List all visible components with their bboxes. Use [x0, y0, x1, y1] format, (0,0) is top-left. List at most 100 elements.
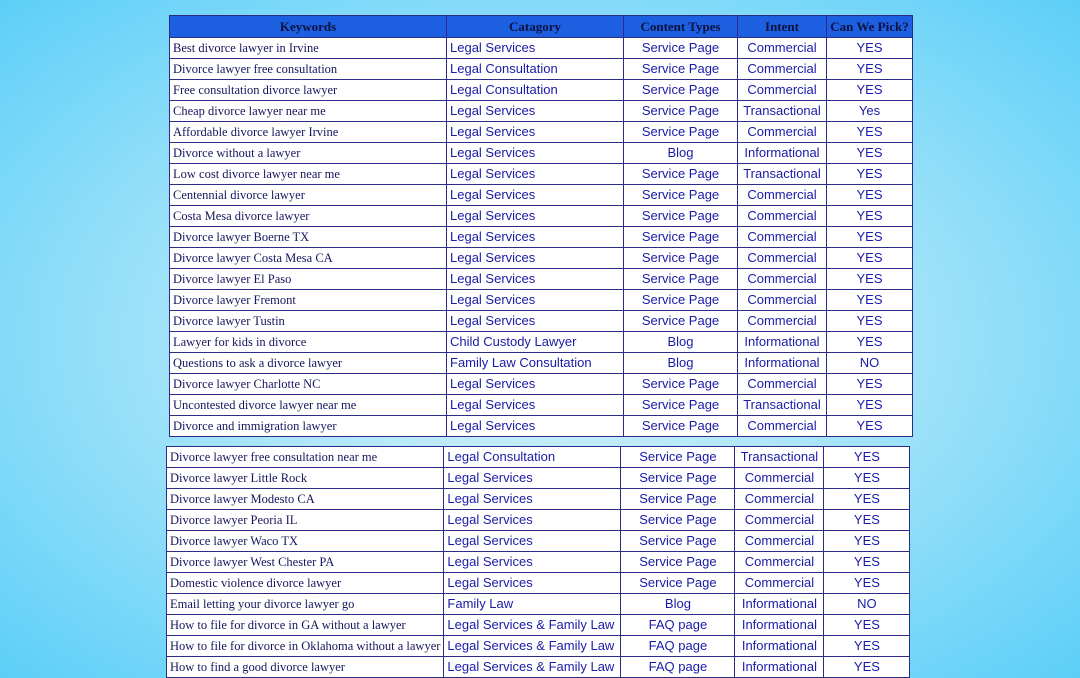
intent-cell: Commercial: [737, 226, 827, 248]
pick-cell: YES: [823, 656, 911, 678]
content-type-cell: Service Page: [623, 415, 738, 437]
category-cell: Legal Services: [446, 37, 624, 59]
intent-cell: Commercial: [737, 268, 827, 290]
category-cell: Legal Services: [443, 488, 622, 510]
table-row: Domestic violence divorce lawyer Legal Se…: [165, 572, 911, 594]
intent-cell: Commercial: [737, 373, 827, 395]
content-type-cell: Service Page: [623, 394, 738, 416]
table-row: Lawyer for kids in divorce Child Custody …: [169, 331, 913, 353]
intent-cell: Commercial: [734, 488, 825, 510]
content-type-cell: Service Page: [623, 205, 738, 227]
keyword-table: Keywords Catagory Content Types Intent C…: [169, 15, 913, 437]
keyword-cell: Free consultation divorce lawyer: [169, 79, 447, 101]
category-cell: Child Custody Lawyer: [446, 331, 624, 353]
content-type-cell: Service Page: [623, 373, 738, 395]
category-cell: Legal Services & Family Law: [443, 635, 622, 657]
pick-cell: YES: [826, 331, 913, 353]
table-row: Best divorce lawyer in Irvine Legal Servi…: [169, 37, 913, 59]
keyword-cell: How to find a good divorce lawyer: [165, 656, 445, 678]
category-cell: Legal Services: [446, 142, 624, 164]
header-cell: Catagory: [446, 15, 624, 38]
category-cell: Legal Services & Family Law: [443, 656, 622, 678]
table-row: Divorce lawyer Fremont Legal Services Serv…: [169, 289, 913, 311]
table-row: Uncontested divorce lawyer near me Legal …: [169, 394, 913, 416]
category-cell: Legal Services: [446, 163, 624, 185]
table-row: Divorce lawyer free consultation Legal Co…: [169, 58, 913, 80]
table-row: How to file for divorce in Oklahoma with…: [165, 635, 911, 657]
pick-cell: YES: [826, 373, 913, 395]
pick-cell: YES: [823, 635, 911, 657]
keyword-cell: Uncontested divorce lawyer near me: [169, 394, 447, 416]
intent-cell: Informational: [734, 593, 825, 615]
pick-cell: YES: [826, 142, 913, 164]
content-type-cell: Service Page: [620, 530, 736, 552]
intent-cell: Transactional: [737, 100, 827, 122]
keyword-cell: Divorce lawyer El Paso: [169, 268, 447, 290]
keyword-cell: Best divorce lawyer in Irvine: [169, 37, 447, 59]
intent-cell: Commercial: [737, 310, 827, 332]
intent-cell: Commercial: [737, 121, 827, 143]
category-cell: Legal Services: [443, 509, 622, 531]
keyword-cell: Divorce lawyer free consultation: [169, 58, 447, 80]
keyword-cell: Centennial divorce lawyer: [169, 184, 447, 206]
pick-cell: YES: [823, 551, 911, 573]
pick-cell: YES: [826, 394, 913, 416]
table-row: Divorce lawyer El Paso Legal Services Serv…: [169, 268, 913, 290]
intent-cell: Informational: [734, 614, 825, 636]
pick-cell: YES: [823, 467, 911, 489]
content-type-cell: FAQ page: [620, 656, 736, 678]
intent-cell: Commercial: [737, 37, 827, 59]
table-row: Free consultation divorce lawyer Legal Co…: [169, 79, 913, 101]
keyword-cell: Divorce lawyer Tustin: [169, 310, 447, 332]
content-type-cell: Blog: [623, 331, 738, 353]
content-type-cell: Service Page: [623, 37, 738, 59]
table-row: Divorce lawyer Little Rock Legal Services…: [165, 467, 911, 489]
pick-cell: YES: [826, 58, 913, 80]
intent-cell: Transactional: [737, 163, 827, 185]
table-row: Divorce without a lawyer Legal Services Bl…: [169, 142, 913, 164]
header-cell: Keywords: [169, 15, 447, 38]
category-cell: Legal Services: [446, 310, 624, 332]
table-row: Cheap divorce lawyer near me Legal Servic…: [169, 100, 913, 122]
header-row: Keywords Catagory Content Types Intent C…: [169, 15, 913, 38]
content-type-cell: Service Page: [623, 121, 738, 143]
pick-cell: NO: [826, 352, 913, 374]
pick-cell: YES: [823, 446, 911, 468]
content-type-cell: Service Page: [623, 163, 738, 185]
pick-cell: YES: [826, 79, 913, 101]
keyword-cell: How to file for divorce in Oklahoma with…: [165, 635, 445, 657]
category-cell: Legal Services: [446, 394, 624, 416]
table-row: Divorce lawyer free consultation near me…: [165, 446, 911, 468]
category-cell: Legal Consultation: [446, 58, 624, 80]
category-cell: Legal Services: [443, 530, 622, 552]
pick-cell: YES: [826, 247, 913, 269]
pick-cell: YES: [826, 268, 913, 290]
keyword-cell: How to file for divorce in GA without a …: [165, 614, 445, 636]
pick-cell: YES: [826, 163, 913, 185]
intent-cell: Commercial: [734, 509, 825, 531]
intent-cell: Commercial: [737, 58, 827, 80]
pick-cell: YES: [823, 614, 911, 636]
table-row: Divorce lawyer Peoria IL Legal Services Se…: [165, 509, 911, 531]
pick-cell: Yes: [826, 100, 913, 122]
category-cell: Legal Consultation: [446, 79, 624, 101]
intent-cell: Commercial: [737, 184, 827, 206]
pick-cell: YES: [826, 226, 913, 248]
keyword-cell: Divorce lawyer Costa Mesa CA: [169, 247, 447, 269]
pick-cell: NO: [823, 593, 911, 615]
category-cell: Legal Services: [446, 226, 624, 248]
content-type-cell: Service Page: [623, 184, 738, 206]
content-type-cell: Service Page: [620, 572, 736, 594]
keyword-cell: Email letting your divorce lawyer go: [165, 593, 445, 615]
table-row: Divorce lawyer Charlotte NC Legal Service…: [169, 373, 913, 395]
table-row: Divorce lawyer Waco TX Legal Services Serv…: [165, 530, 911, 552]
content-type-cell: Service Page: [620, 551, 736, 573]
category-cell: Legal Consultation: [443, 446, 622, 468]
keyword-table-continued: Divorce lawyer free consultation near me…: [165, 446, 911, 678]
table-row: Divorce lawyer Tustin Legal Services Servi…: [169, 310, 913, 332]
category-cell: Family Law: [443, 593, 622, 615]
intent-cell: Informational: [737, 352, 827, 374]
pick-cell: YES: [826, 310, 913, 332]
table-row: Divorce lawyer Boerne TX Legal Services Se…: [169, 226, 913, 248]
keyword-cell: Divorce lawyer Little Rock: [165, 467, 445, 489]
